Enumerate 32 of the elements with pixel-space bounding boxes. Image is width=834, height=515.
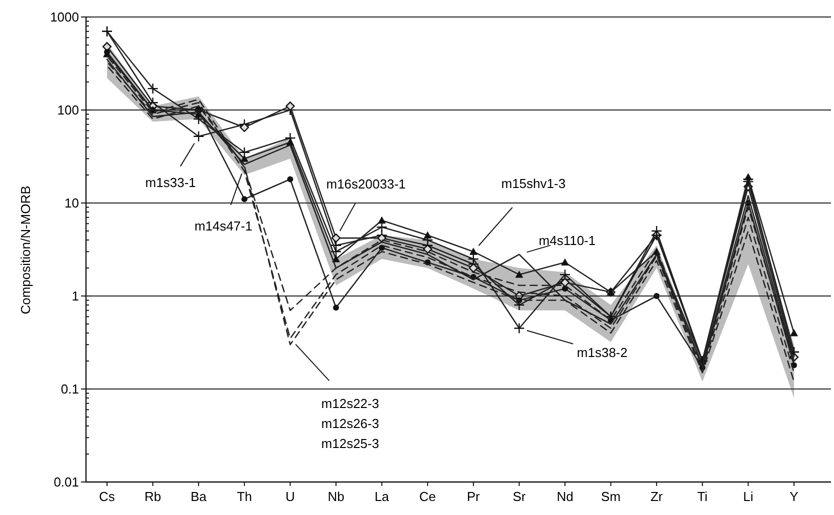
y-axis-title: Composition/N-MORB xyxy=(18,186,33,314)
x-tick-label: Ba xyxy=(190,489,208,504)
annotation: m15shv1-3 xyxy=(501,176,566,192)
x-tick-label: Rb xyxy=(144,489,162,504)
y-tick-label: 0.1 xyxy=(60,382,79,397)
x-tick-label: Sr xyxy=(512,489,526,504)
y-tick-label: 10 xyxy=(64,196,79,211)
y-tick-label: 1000 xyxy=(50,10,79,25)
x-tick-label: Th xyxy=(236,489,252,504)
x-tick-label: Nb xyxy=(328,489,344,504)
annotation: m12s25-3 xyxy=(321,436,380,451)
y-tick-label: 100 xyxy=(57,102,79,118)
x-tick-label: Ti xyxy=(697,489,708,504)
x-tick-label: Sm xyxy=(601,489,621,504)
y-tick-label: 0.01 xyxy=(54,474,79,490)
annotation: m1s33-1 xyxy=(145,174,196,190)
y-tick-label: 1 xyxy=(72,288,79,304)
annotation: m16s20033-1 xyxy=(326,176,406,192)
annotation: m12s26-3 xyxy=(321,416,380,431)
x-tick-label: Pr xyxy=(466,489,481,504)
x-tick-label: Ce xyxy=(419,489,436,504)
x-tick-label: Nd xyxy=(556,489,574,504)
x-tick-label: Cs xyxy=(99,489,116,504)
x-tick-label: Li xyxy=(743,489,754,504)
annotation: m14s47-1 xyxy=(194,218,252,234)
annotation: m4s110-1 xyxy=(538,232,596,248)
x-tick-label: La xyxy=(374,489,390,504)
annotation: m12s22-3 xyxy=(321,396,380,411)
x-tick-label: Zr xyxy=(650,489,664,504)
x-tick-label: Y xyxy=(790,489,799,504)
x-tick-label: U xyxy=(286,489,295,504)
annotation: m1s38-2 xyxy=(576,344,628,360)
